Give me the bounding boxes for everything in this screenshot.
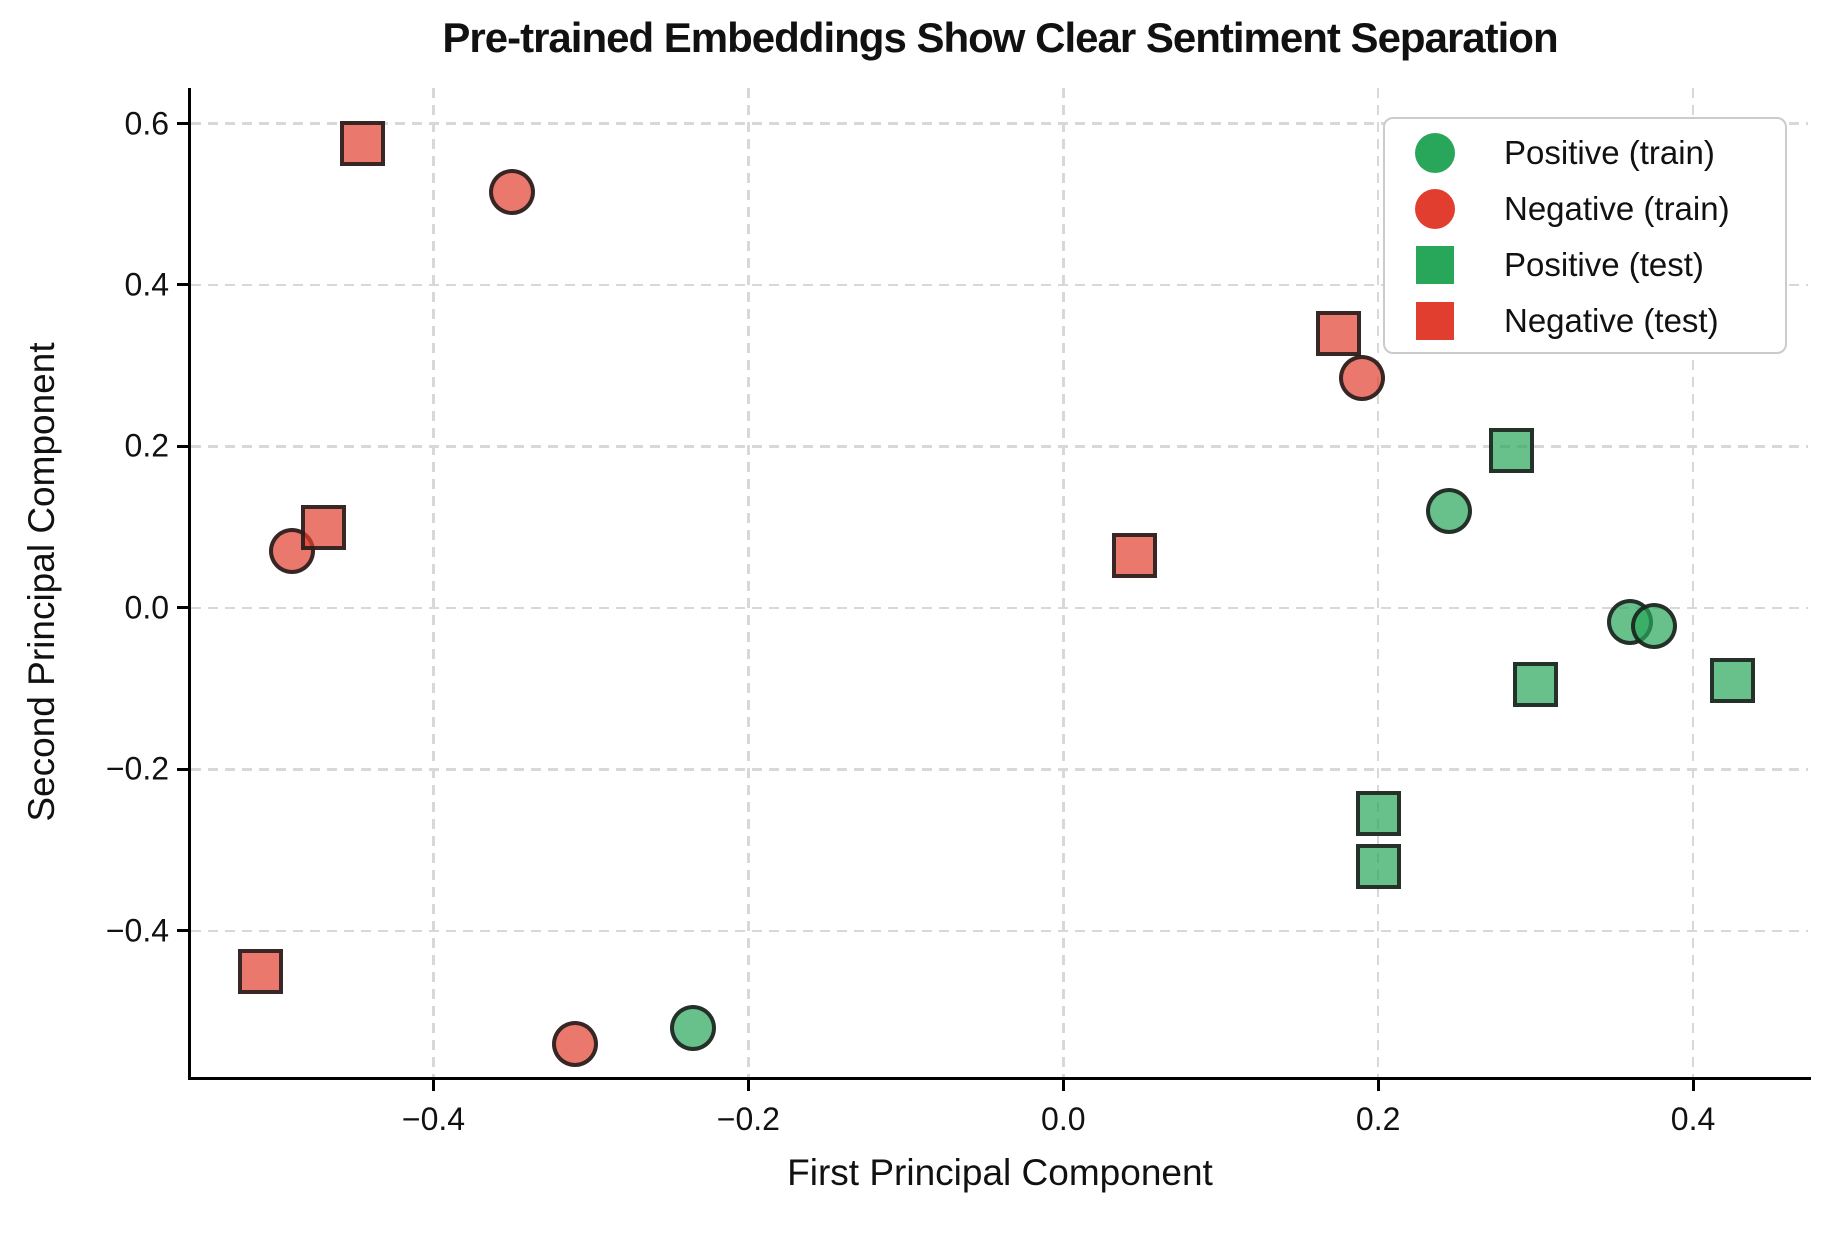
gridline-x--0.4: [432, 88, 435, 1077]
y-tick-label-0: 0.0: [124, 589, 169, 626]
legend-item-negative-train: Negative (train): [1385, 181, 1785, 237]
point-positive-train-0: [1426, 488, 1473, 535]
chart-title: Pre-trained Embeddings Show Clear Sentim…: [442, 14, 1558, 61]
gridline-x-0: [1062, 88, 1065, 1077]
legend-marker-cell-positive-test: [1415, 246, 1455, 284]
x-axis-label: First Principal Component: [787, 1152, 1213, 1193]
x-tick--0.4: [431, 1077, 435, 1091]
point-negative-test-3: [1111, 532, 1157, 578]
point-positive-test-2: [1709, 658, 1755, 704]
legend: Positive (train) Negative (train) Positive…: [1383, 117, 1787, 354]
point-negative-test-4: [237, 948, 283, 994]
x-axis-spine: [188, 1077, 1811, 1080]
legend-circle-icon-positive-train: [1415, 133, 1455, 173]
point-positive-test-3: [1355, 791, 1401, 837]
point-positive-train-3: [670, 1004, 717, 1051]
gridline-y-0.4: [191, 283, 1808, 287]
legend-item-positive-test: Positive (test): [1385, 237, 1785, 293]
legend-item-positive-train: Positive (train): [1385, 125, 1785, 181]
x-tick-0.2: [1376, 1077, 1380, 1091]
legend-label-negative-train: Negative (train): [1504, 190, 1730, 227]
x-tick-label-0.2: 0.2: [1355, 1101, 1401, 1137]
legend-label-negative-test: Negative (test): [1504, 302, 1719, 339]
gridline-y-0.6: [191, 122, 1808, 125]
y-tick-0: [177, 606, 191, 610]
x-tick-label-0.4: 0.4: [1670, 1101, 1716, 1137]
legend-label-positive-train: Positive (train): [1504, 134, 1715, 171]
y-tick--0.2: [177, 767, 191, 771]
y-axis-spine: [188, 88, 191, 1080]
point-negative-train-2: [1339, 354, 1386, 401]
x-tick-0.4: [1691, 1077, 1695, 1091]
y-tick-label--0.4: −0.4: [105, 912, 169, 949]
legend-square-icon-positive-test: [1416, 246, 1454, 284]
point-negative-test-0: [340, 121, 386, 167]
gridline-x--0.2: [747, 88, 750, 1077]
legend-item-negative-test: Negative (test): [1385, 293, 1785, 349]
point-positive-train-2: [1630, 602, 1677, 649]
y-tick-0.4: [177, 283, 191, 287]
legend-circle-icon-negative-train: [1415, 189, 1455, 229]
y-axis-label: Second Principal Component: [21, 342, 62, 822]
x-tick-label--0.4: −0.4: [401, 1101, 466, 1137]
legend-square-icon-negative-test: [1416, 302, 1454, 340]
legend-marker-cell-negative-test: [1415, 302, 1455, 340]
y-tick-label-0.4: 0.4: [124, 266, 169, 303]
gridline-x-0.2: [1376, 88, 1380, 1077]
x-tick-0: [1061, 1077, 1065, 1091]
point-negative-train-3: [552, 1020, 599, 1067]
y-tick-0.6: [177, 122, 191, 126]
gridline-y--0.4: [191, 929, 1808, 933]
legend-rows: Positive (train) Negative (train) Positive…: [1385, 125, 1785, 349]
x-tick--0.2: [746, 1077, 750, 1091]
gridline-y--0.2: [191, 768, 1808, 771]
legend-marker-cell-positive-train: [1415, 133, 1455, 173]
gridline-y-0.2: [191, 445, 1808, 448]
point-positive-test-4: [1355, 843, 1401, 889]
x-tick-label-0: 0.0: [1041, 1101, 1086, 1137]
point-negative-train-0: [489, 169, 536, 216]
gridline-y-0: [191, 606, 1808, 610]
y-tick-label-0.2: 0.2: [124, 427, 169, 464]
y-tick-label--0.2: −0.2: [105, 750, 169, 787]
y-tick--0.4: [177, 929, 191, 933]
point-negative-test-1: [300, 504, 346, 550]
legend-label-positive-test: Positive (test): [1504, 246, 1704, 283]
y-tick-label-0.6: 0.6: [124, 105, 169, 142]
legend-marker-cell-negative-train: [1415, 189, 1455, 229]
y-tick-0.2: [177, 444, 191, 448]
gridline-x-0.4: [1691, 88, 1695, 1077]
point-positive-test-1: [1513, 662, 1559, 708]
x-tick-label--0.2: −0.2: [716, 1101, 780, 1137]
point-negative-test-2: [1316, 310, 1362, 356]
point-positive-test-0: [1489, 427, 1535, 473]
